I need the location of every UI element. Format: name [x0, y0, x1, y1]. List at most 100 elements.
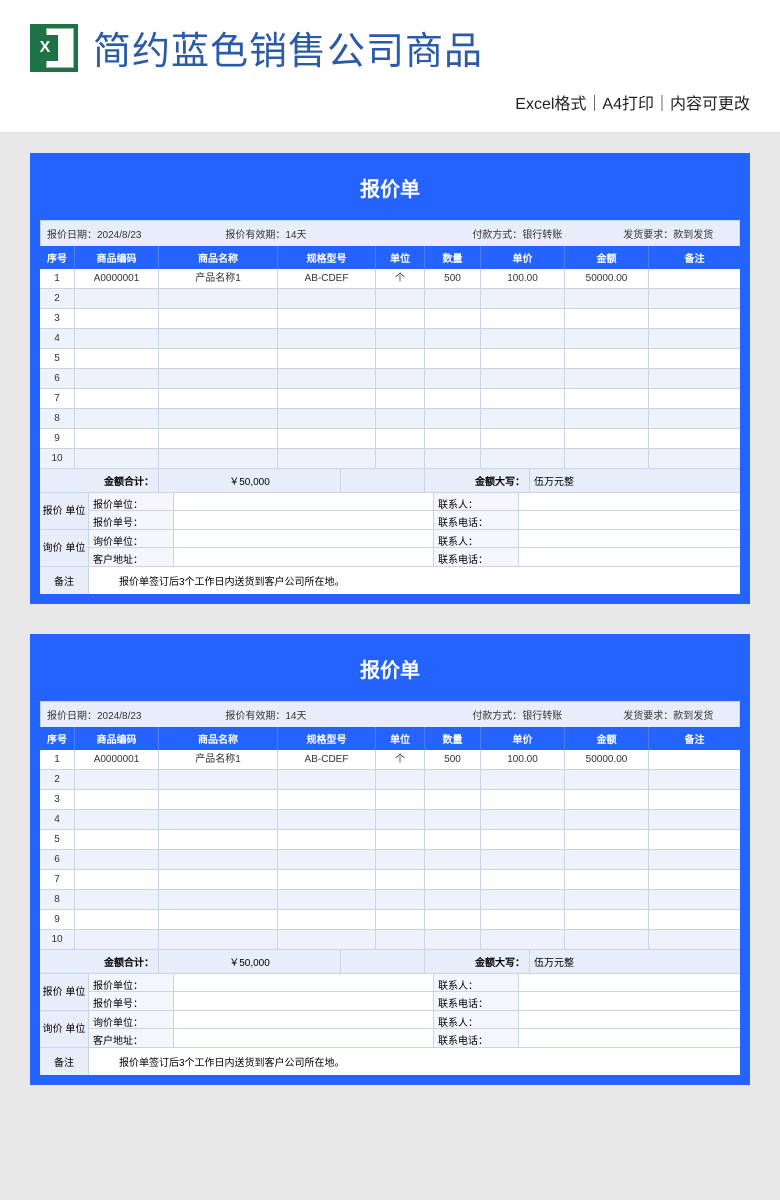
cell-amt: [565, 429, 649, 448]
cell-price: [481, 870, 565, 889]
cell-spec: [278, 289, 376, 308]
quote-card-1: 报价单 报价日期：2024/8/23 报价有效期：14天 付款方式：银行转账 发…: [30, 153, 750, 604]
cell-amt: [565, 870, 649, 889]
col-idx: 序号: [40, 246, 75, 269]
cell-spec: [278, 309, 376, 328]
cell-name: [159, 309, 278, 328]
excel-icon: [30, 24, 78, 72]
cell-code: [75, 890, 159, 909]
main-title: 简约蓝色销售公司商品: [93, 20, 483, 75]
cell-qty: [425, 910, 481, 929]
cell-code: A0000001: [75, 750, 159, 769]
cell-qty: [425, 770, 481, 789]
quote-card-2: 报价单 报价日期：2024/8/23 报价有效期：14天 付款方式：银行转账 发…: [30, 634, 750, 1085]
cell-qty: [425, 850, 481, 869]
table-row: 9: [40, 910, 740, 930]
table-row: 7: [40, 870, 740, 890]
total-row: 金额合计： ￥50,000 金额大写： 伍万元整: [40, 950, 740, 974]
cell-name: [159, 850, 278, 869]
contact-label: 联系人：: [434, 493, 519, 510]
cell-spec: [278, 910, 376, 929]
cell-name: 产品名称1: [159, 269, 278, 288]
cell-code: [75, 389, 159, 408]
cell-price: [481, 349, 565, 368]
cell-amt: [565, 329, 649, 348]
cell-spec: AB-CDEF: [278, 750, 376, 769]
cell-unit: [376, 890, 425, 909]
table-row: 4: [40, 329, 740, 349]
cell-code: [75, 409, 159, 428]
table-row: 10: [40, 449, 740, 469]
cell-price: 100.00: [481, 269, 565, 288]
template-header: 简约蓝色销售公司商品: [0, 0, 780, 90]
cell-idx: 8: [40, 409, 75, 428]
meta-pay-label: 付款方式：: [472, 230, 522, 241]
meta-ship-label: 发货要求：: [623, 230, 673, 241]
preview-container: 报价单 报价日期：2024/8/23 报价有效期：14天 付款方式：银行转账 发…: [0, 133, 780, 1145]
cell-note: [649, 750, 740, 769]
cell-note: [649, 329, 740, 348]
cell-code: [75, 810, 159, 829]
card-title: 报价单: [40, 644, 740, 701]
cell-qty: [425, 810, 481, 829]
quote-unit-side-label: 报价 单位: [40, 493, 89, 529]
cell-amt: [565, 790, 649, 809]
cell-spec: [278, 770, 376, 789]
cell-amt: 50000.00: [565, 750, 649, 769]
cell-qty: [425, 449, 481, 468]
quote-unit-label: 报价单位：: [89, 493, 174, 510]
cell-unit: [376, 810, 425, 829]
cell-spec: AB-CDEF: [278, 269, 376, 288]
cell-idx: 10: [40, 449, 75, 468]
col-qty: 数量: [425, 246, 481, 269]
cell-qty: [425, 830, 481, 849]
cell-spec: [278, 329, 376, 348]
cell-unit: [376, 449, 425, 468]
col-code: 商品编码: [75, 246, 159, 269]
meta-row: 报价日期：2024/8/23 报价有效期：14天 付款方式：银行转账 发货要求：…: [40, 701, 740, 727]
cell-idx: 10: [40, 930, 75, 949]
cell-qty: [425, 930, 481, 949]
cell-unit: [376, 930, 425, 949]
cell-name: [159, 289, 278, 308]
cell-amt: [565, 910, 649, 929]
cell-price: [481, 449, 565, 468]
meta-row: 报价日期：2024/8/23 报价有效期：14天 付款方式：银行转账 发货要求：…: [40, 220, 740, 246]
cell-unit: [376, 329, 425, 348]
cell-qty: [425, 329, 481, 348]
total-value: ￥50,000: [159, 469, 341, 492]
cell-spec: [278, 429, 376, 448]
cell-unit: [376, 870, 425, 889]
meta-valid-value: 14天: [285, 230, 306, 241]
cell-price: [481, 309, 565, 328]
cell-unit: [376, 790, 425, 809]
card-body: 报价日期：2024/8/23 报价有效期：14天 付款方式：银行转账 发货要求：…: [40, 701, 740, 1075]
cell-spec: [278, 449, 376, 468]
table-rows: 1A0000001产品名称1AB-CDEF个500100.0050000.002…: [40, 269, 740, 469]
cell-price: [481, 289, 565, 308]
cell-qty: [425, 429, 481, 448]
table-row: 6: [40, 850, 740, 870]
meta-valid-label: 报价有效期：: [225, 230, 285, 241]
cell-name: [159, 389, 278, 408]
cell-idx: 5: [40, 830, 75, 849]
cell-amt: [565, 449, 649, 468]
cell-note: [649, 409, 740, 428]
cell-amt: [565, 830, 649, 849]
table-row: 1A0000001产品名称1AB-CDEF个500100.0050000.00: [40, 269, 740, 289]
cell-qty: 500: [425, 269, 481, 288]
cell-note: [649, 810, 740, 829]
cell-qty: [425, 409, 481, 428]
cell-price: [481, 930, 565, 949]
remark-label: 备注: [40, 567, 89, 594]
cell-note: [649, 269, 740, 288]
meta-ship-value: 款到发货: [673, 230, 713, 241]
cell-name: [159, 930, 278, 949]
remark-row: 备注 报价单签订后3个工作日内送货到客户公司所在地。: [40, 567, 740, 594]
cell-code: [75, 349, 159, 368]
table-row: 10: [40, 930, 740, 950]
cell-note: [649, 870, 740, 889]
cell-name: [159, 349, 278, 368]
cell-name: [159, 449, 278, 468]
cell-qty: [425, 389, 481, 408]
